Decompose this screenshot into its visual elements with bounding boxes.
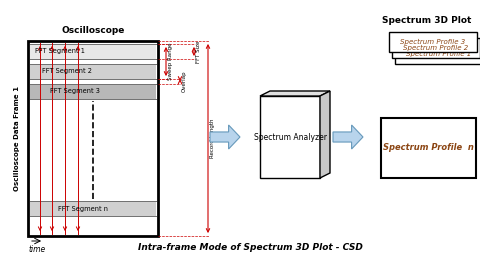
Text: Spectrum Profile  n: Spectrum Profile n	[383, 143, 474, 152]
Bar	[30, 64, 156, 79]
Text: Spectrum Profile 2: Spectrum Profile 2	[403, 45, 468, 51]
Bar	[30, 84, 156, 99]
Text: time: time	[29, 245, 46, 254]
Text: FFT Segment 3: FFT Segment 3	[50, 88, 100, 94]
Bar	[30, 44, 156, 59]
Text: Sweep Range: Sweep Range	[168, 43, 173, 80]
Text: Intra-frame Mode of Spectrum 3D Plot - CSD: Intra-frame Mode of Spectrum 3D Plot - C…	[138, 243, 362, 252]
Polygon shape	[333, 125, 363, 149]
Bar	[381, 118, 476, 178]
Text: Spectrum Profile 3: Spectrum Profile 3	[400, 39, 466, 45]
Text: Spectrum 3D Plot: Spectrum 3D Plot	[382, 16, 472, 25]
Text: Oscilloscope: Oscilloscope	[61, 26, 125, 35]
Text: Record Length: Record Length	[210, 119, 215, 158]
Polygon shape	[260, 91, 330, 96]
Text: Oscilloscope Data Frame 1: Oscilloscope Data Frame 1	[14, 86, 20, 191]
Text: Spectrum Analyzer: Spectrum Analyzer	[253, 133, 326, 141]
Bar	[389, 32, 477, 52]
Text: FFT Segment n: FFT Segment n	[58, 206, 108, 212]
Text: Overlap: Overlap	[182, 71, 187, 92]
Bar	[395, 44, 480, 64]
Bar	[30, 201, 156, 216]
Text: FFT Segment 2: FFT Segment 2	[42, 69, 92, 75]
Bar	[28, 41, 158, 236]
Polygon shape	[210, 125, 240, 149]
Polygon shape	[320, 91, 330, 178]
Text: Spectrum Profile 1: Spectrum Profile 1	[407, 51, 472, 57]
Text: FFT Segment 1: FFT Segment 1	[35, 49, 85, 54]
Text: FFT Size: FFT Size	[196, 40, 201, 63]
Polygon shape	[260, 96, 320, 178]
Bar	[392, 38, 480, 58]
